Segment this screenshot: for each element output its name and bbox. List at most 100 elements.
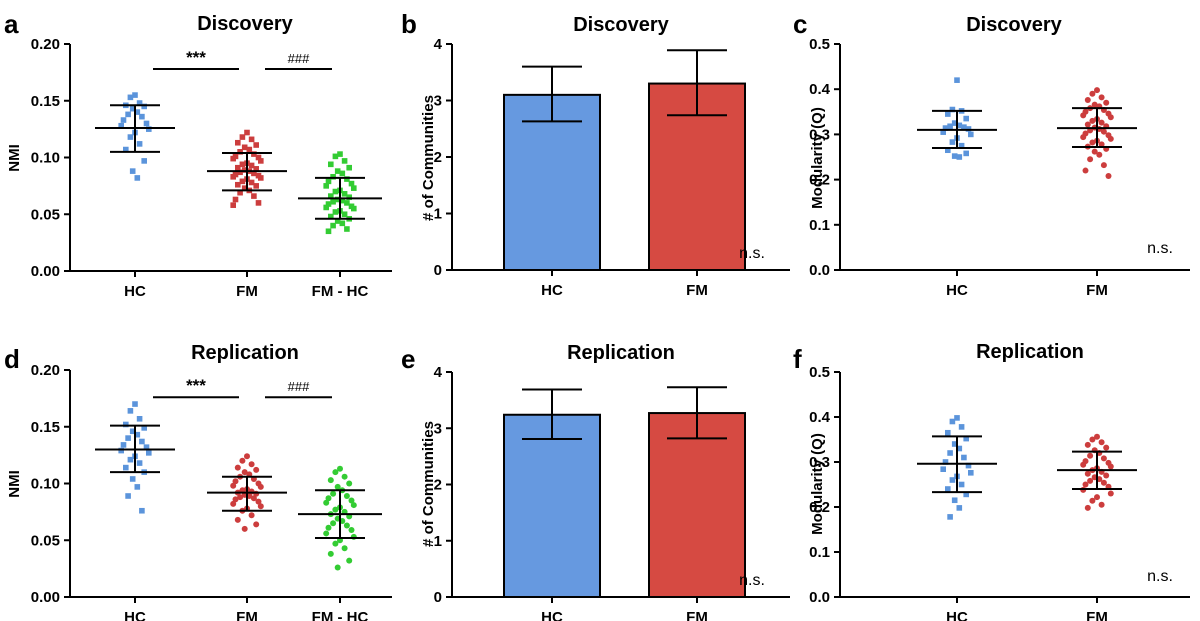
- data-point: [330, 198, 336, 205]
- panel-f: f Replication Modularity (Q) 0.0 0.1 0.2 0.3 0.…: [793, 341, 1190, 621]
- y-tick-label: 4: [434, 36, 443, 53]
- data-point: [234, 516, 241, 523]
- data-point: [118, 122, 124, 129]
- y-tick-label: 2: [434, 477, 442, 494]
- data-point: [1103, 444, 1110, 451]
- data-point: [328, 213, 334, 220]
- data-point: [1087, 452, 1094, 459]
- data-point: [125, 493, 131, 499]
- panel-letter: b: [401, 9, 417, 39]
- data-point: [942, 459, 949, 465]
- data-point: [244, 129, 250, 136]
- data-point: [328, 193, 334, 199]
- data-point: [949, 106, 956, 113]
- data-point: [123, 464, 129, 471]
- data-point: [253, 183, 259, 189]
- data-point: [1084, 121, 1091, 128]
- data-point: [136, 100, 143, 106]
- y-tick-label: 0.15: [31, 93, 60, 110]
- ns-label: n.s.: [739, 245, 765, 262]
- data-point: [239, 457, 246, 464]
- data-point: [129, 168, 136, 174]
- data-point: [129, 428, 136, 435]
- x-tick-label: FM: [686, 609, 708, 621]
- data-point: [134, 175, 141, 181]
- data-point: [1107, 463, 1114, 470]
- data-point: [945, 429, 951, 436]
- data-point: [325, 524, 332, 531]
- data-point: [255, 498, 262, 505]
- data-point: [237, 189, 243, 196]
- data-point: [244, 453, 250, 460]
- data-point: [1089, 139, 1096, 146]
- data-point: [323, 530, 330, 537]
- data-point: [230, 500, 237, 507]
- data-point: [134, 431, 141, 438]
- data-point: [232, 496, 239, 503]
- data-point: [945, 486, 951, 492]
- data-point: [947, 123, 953, 130]
- data-point: [334, 564, 341, 571]
- data-point: [241, 144, 248, 151]
- data-point: [241, 469, 248, 476]
- data-point: [132, 401, 138, 407]
- data-point: [339, 220, 346, 227]
- y-tick-label: 2: [434, 149, 442, 166]
- data-point: [332, 209, 339, 215]
- data-point: [330, 490, 337, 497]
- data-point: [327, 477, 334, 484]
- data-point: [344, 176, 350, 182]
- y-tick-label: 0.2: [809, 499, 830, 516]
- data-point: [251, 151, 257, 157]
- data-point: [234, 464, 241, 471]
- y-tick-label: 0.00: [31, 589, 60, 606]
- data-point: [125, 111, 131, 118]
- data-point: [120, 117, 127, 123]
- data-point: [330, 222, 336, 229]
- data-point: [141, 158, 147, 164]
- data-point: [1089, 436, 1096, 443]
- data-point: [1080, 461, 1087, 468]
- x-tick-label: FM - HC: [312, 283, 369, 300]
- data-point: [325, 228, 332, 235]
- data-point: [942, 125, 949, 131]
- panel-letter: a: [4, 9, 19, 39]
- data-point: [134, 109, 141, 115]
- chart-title: Discovery: [966, 14, 1062, 36]
- y-tick-label: 1: [434, 533, 442, 550]
- data-point: [334, 168, 341, 174]
- data-point: [141, 103, 147, 110]
- data-point: [239, 134, 246, 140]
- data-point: [235, 181, 241, 188]
- data-point: [257, 483, 264, 490]
- data-point: [1080, 134, 1087, 141]
- data-point: [129, 105, 136, 112]
- data-point: [1082, 167, 1089, 174]
- panel-letter: e: [401, 344, 415, 374]
- data-point: [341, 545, 348, 552]
- y-axis-label: Modularity (Q): [809, 107, 826, 209]
- data-point: [1107, 135, 1114, 142]
- data-point: [348, 527, 355, 534]
- data-point: [139, 113, 145, 120]
- data-point: [143, 444, 150, 450]
- y-tick-label: 0.05: [31, 532, 60, 549]
- data-point: [253, 166, 259, 172]
- data-point: [146, 450, 152, 456]
- data-point: [332, 540, 339, 547]
- data-point: [947, 450, 953, 456]
- y-tick-label: 0.05: [31, 206, 60, 223]
- data-point: [344, 200, 350, 206]
- data-point: [961, 454, 967, 461]
- significance-label: ***: [186, 48, 206, 67]
- data-point: [325, 201, 332, 207]
- data-point: [951, 441, 958, 447]
- data-point: [1082, 481, 1089, 488]
- significance-label: ***: [186, 376, 206, 395]
- data-point: [1084, 441, 1091, 448]
- data-point: [945, 147, 951, 154]
- x-tick-label: HC: [541, 609, 563, 621]
- data-point: [1084, 504, 1091, 511]
- data-point: [123, 421, 129, 428]
